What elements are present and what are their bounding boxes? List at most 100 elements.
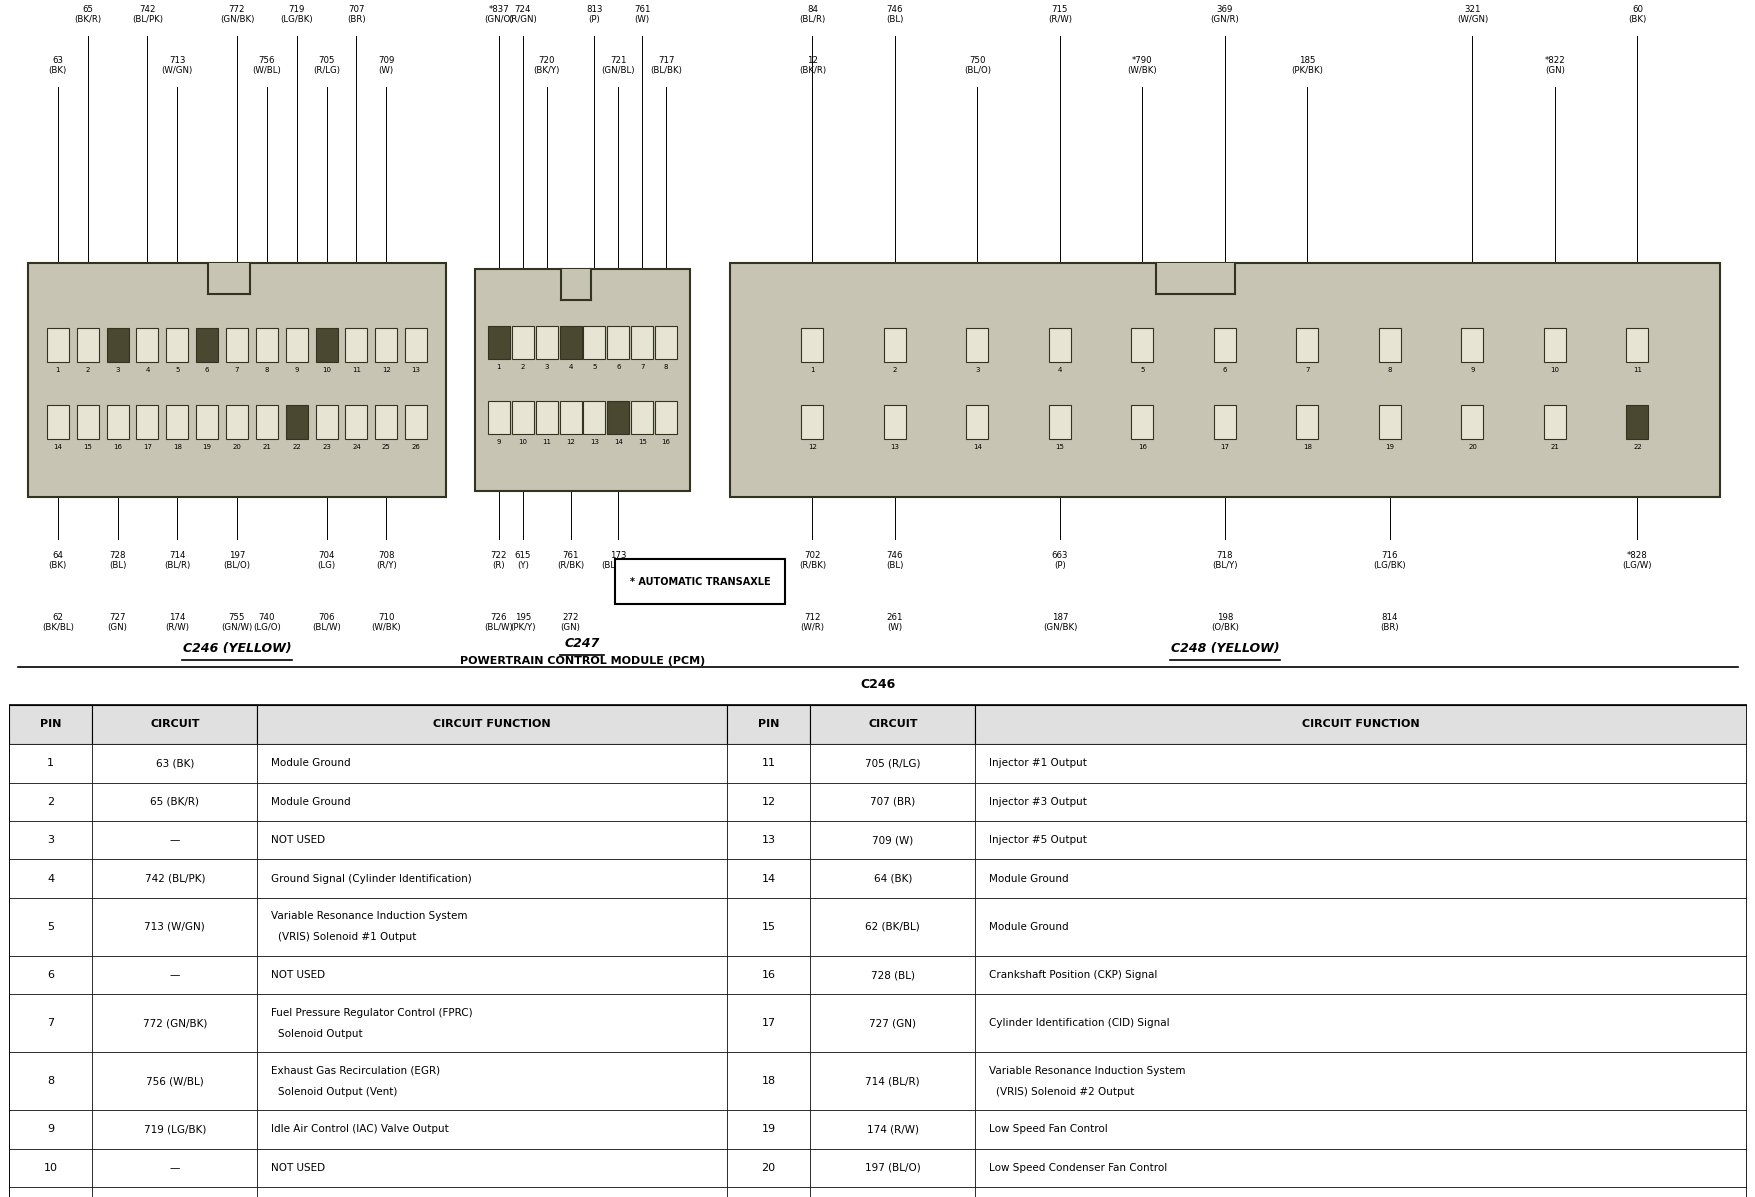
Bar [258,821,727,859]
Text: 10: 10 [518,439,526,445]
Text: 12: 12 [565,439,574,445]
Bar [965,406,988,439]
Bar [1543,328,1565,361]
Text: 15: 15 [1055,444,1064,450]
Text: 772 (GN/BK): 772 (GN/BK) [142,1019,207,1028]
Bar [1130,328,1153,361]
Text: 20: 20 [762,1162,776,1173]
Text: 716
(LG/BK): 716 (LG/BK) [1372,551,1406,570]
Bar [800,328,823,361]
Bar [226,328,247,361]
Text: 1: 1 [47,758,54,768]
Bar [197,328,218,361]
Text: 174
(R/W): 174 (R/W) [165,613,190,632]
Bar [77,406,98,439]
Text: 10: 10 [321,366,332,372]
Bar [93,898,258,955]
Bar [93,705,258,745]
Text: 63
(BK): 63 (BK) [49,56,67,75]
Text: 1: 1 [497,364,500,370]
Bar [476,269,690,491]
Text: 727 (GN): 727 (GN) [869,1019,916,1028]
Bar [809,745,974,783]
Text: PIN: PIN [758,719,779,729]
Text: 6: 6 [1221,366,1227,372]
Text: 761
(W): 761 (W) [634,5,649,24]
Text: Module Ground: Module Ground [270,797,351,807]
Bar [727,1149,809,1187]
Bar [9,745,93,783]
Text: 707
(BR): 707 (BR) [347,5,365,24]
Text: 13: 13 [762,836,776,845]
Text: 9: 9 [47,1124,54,1135]
Bar [974,955,1746,995]
Bar [376,406,397,439]
Bar [974,1187,1746,1197]
Bar [1048,328,1071,361]
Bar [9,1149,93,1187]
Text: Injector #1 Output: Injector #1 Output [988,758,1086,768]
Text: 6: 6 [205,366,209,372]
Bar [258,705,727,745]
Text: Low Speed Fan Control: Low Speed Fan Control [988,1124,1107,1135]
Bar [207,263,249,293]
Text: 24: 24 [351,444,360,450]
Text: 722
(R): 722 (R) [490,551,507,570]
Bar [1378,328,1400,361]
Text: 7: 7 [47,1019,54,1028]
Text: 8: 8 [265,366,269,372]
Bar [258,1187,727,1197]
Text: 22: 22 [1632,444,1641,450]
Text: Module Ground: Module Ground [988,922,1069,931]
Text: 62 (BK/BL): 62 (BK/BL) [865,922,920,931]
Text: 8: 8 [663,364,669,370]
Text: 16: 16 [1137,444,1146,450]
Text: 720
(BK/Y): 720 (BK/Y) [534,56,560,75]
Text: 6: 6 [616,364,620,370]
Bar [256,406,277,439]
Bar [974,1149,1746,1187]
Bar [630,326,653,359]
Text: 19: 19 [762,1124,776,1135]
Text: 7: 7 [639,364,644,370]
Text: 174 (R/W): 174 (R/W) [867,1124,918,1135]
Bar [727,821,809,859]
Bar [974,745,1746,783]
Text: Crankshaft Position (CKP) Signal: Crankshaft Position (CKP) Signal [988,970,1157,980]
Bar [974,705,1746,745]
Text: 709 (W): 709 (W) [872,836,913,845]
Bar [607,326,628,359]
Bar [965,328,988,361]
Text: 84
(BL/R): 84 (BL/R) [799,5,825,24]
Text: C247: C247 [565,638,600,650]
Text: 5: 5 [176,366,179,372]
Bar [809,1187,974,1197]
Text: NOT USED: NOT USED [270,1162,325,1173]
Text: PIN: PIN [40,719,61,729]
Bar [727,859,809,898]
Text: 709
(W): 709 (W) [377,56,395,75]
Bar [258,859,727,898]
Text: 742 (BL/PK): 742 (BL/PK) [144,874,205,883]
Bar [258,783,727,821]
Text: Idle Air Control (IAC) Valve Output: Idle Air Control (IAC) Valve Output [270,1124,449,1135]
Text: C246 (YELLOW): C246 (YELLOW) [183,643,291,655]
Text: 6: 6 [47,970,54,980]
Text: 719 (LG/BK): 719 (LG/BK) [144,1124,205,1135]
Text: 14: 14 [972,444,981,450]
Text: 4: 4 [569,364,572,370]
Bar [93,1110,258,1149]
Bar [405,406,426,439]
Text: Variable Resonance Induction System: Variable Resonance Induction System [988,1065,1185,1076]
Text: 756 (W/BL): 756 (W/BL) [146,1076,204,1086]
Text: Variable Resonance Induction System: Variable Resonance Induction System [270,911,467,922]
Text: 746
(BL): 746 (BL) [886,5,904,24]
Text: 21: 21 [261,444,270,450]
Text: 715
(R/W): 715 (R/W) [1048,5,1071,24]
Text: 60
(BK): 60 (BK) [1627,5,1646,24]
Text: 185
(PK/BK): 185 (PK/BK) [1292,56,1323,75]
Text: 187
(GN/BK): 187 (GN/BK) [1042,613,1076,632]
Text: 7: 7 [235,366,239,372]
Bar [974,995,1746,1052]
Text: 724
(R/GN): 724 (R/GN) [509,5,537,24]
